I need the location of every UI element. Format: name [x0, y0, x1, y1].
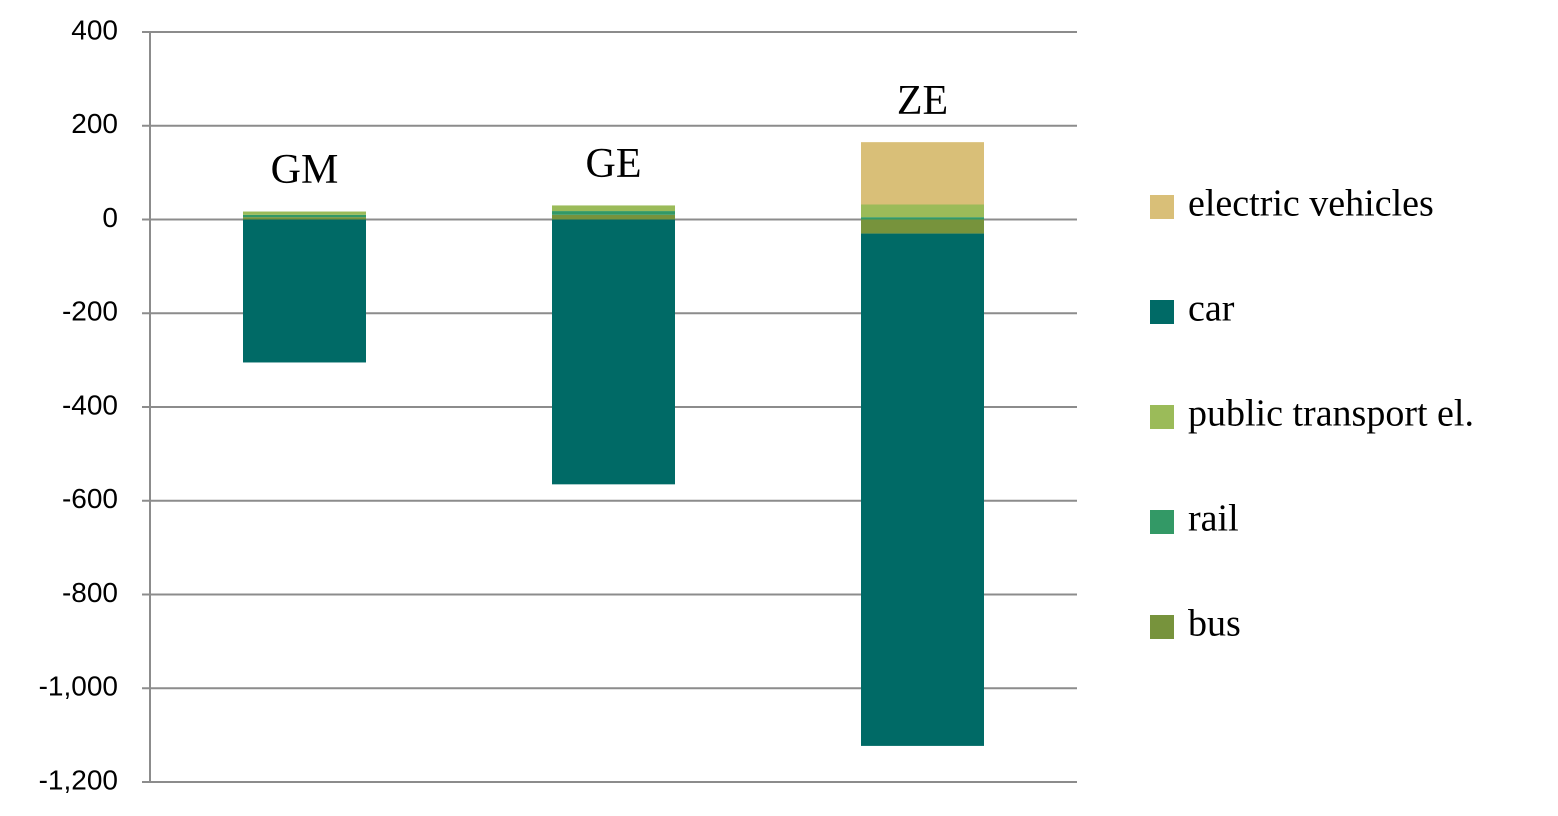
legend-label: bus — [1188, 603, 1241, 645]
bar-segment — [243, 211, 366, 215]
bar-segment — [861, 217, 984, 220]
bar-segment — [243, 217, 366, 220]
y-tick-label: 400 — [71, 14, 118, 45]
legend-label: electric vehicles — [1188, 183, 1434, 225]
legend-label: public transport el. — [1188, 393, 1474, 435]
legend-swatch — [1150, 300, 1174, 324]
bar-segment — [552, 205, 675, 212]
y-tick-label: -200 — [62, 296, 118, 327]
y-tick-label: -1,200 — [39, 764, 118, 795]
bar-segment — [861, 233, 984, 746]
legend-swatch — [1150, 615, 1174, 639]
category-label: GM — [271, 147, 339, 193]
legend-swatch — [1150, 195, 1174, 219]
legend-swatch — [1150, 510, 1174, 534]
category-label: ZE — [897, 78, 948, 124]
y-tick-label: -800 — [62, 577, 118, 608]
y-tick-label: -1,000 — [39, 671, 118, 702]
legend-swatch — [1150, 405, 1174, 429]
bar-segment — [861, 204, 984, 218]
y-tick-label: -400 — [62, 389, 118, 420]
category-label: GE — [586, 141, 642, 187]
bar-segment — [861, 219, 984, 234]
legend-label: car — [1188, 288, 1235, 330]
y-tick-label: 0 — [102, 202, 118, 233]
bar-segment — [243, 214, 366, 218]
bar-segment — [552, 219, 675, 485]
bar-segment — [861, 142, 984, 205]
bar-segment — [552, 214, 675, 220]
bar-segment — [243, 219, 366, 363]
y-tick-label: -600 — [62, 483, 118, 514]
legend-label: rail — [1188, 498, 1239, 540]
bar-segment — [552, 211, 675, 215]
y-tick-label: 200 — [71, 108, 118, 139]
